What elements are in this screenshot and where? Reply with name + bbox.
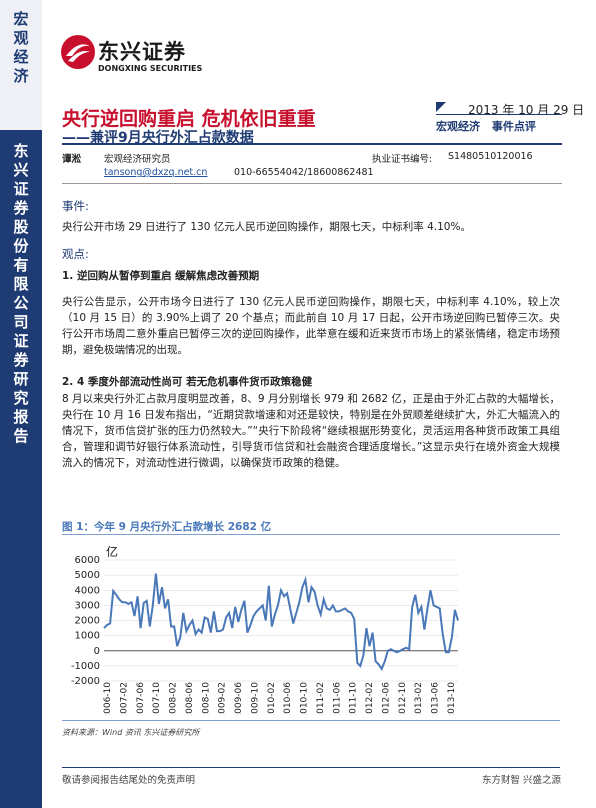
x-tick-label: 2008-10: [201, 682, 211, 715]
x-tick-label: 2008-06: [185, 682, 195, 715]
x-tick-label: 2007-06: [136, 682, 146, 715]
x-tick-label: 2012-02: [365, 682, 375, 715]
sidebar-category: 宏观经济: [0, 0, 42, 130]
x-tick-label: 2011-06: [332, 682, 342, 715]
figure-bottom-rule: [62, 720, 560, 721]
x-tick-label: 2013-06: [431, 682, 441, 715]
section-2-title: 2. 4 季度外部流动性尚可 若无危机事件货币政策稳健: [62, 376, 313, 388]
event-text: 央行公开市场 29 日进行了 130 亿元人民币逆回购操作，期限七天，中标利率 …: [62, 221, 471, 233]
figure-top-rule: [62, 534, 560, 535]
tag-type: 事件点评: [491, 120, 536, 133]
analyst-name: 谭淞: [62, 154, 82, 165]
x-tick-label: 2011-10: [349, 682, 359, 715]
y-tick-label: -1000: [71, 661, 100, 672]
y-tick-label: 2000: [75, 616, 100, 627]
x-tick-label: 2012-06: [381, 682, 391, 715]
x-tick-label: 2009-02: [218, 682, 228, 715]
section-2-text: 8 月以来央行外汇占款月度明显改善，8、9 月分别增长 979 和 2682 亿…: [62, 393, 560, 469]
y-tick-label: 3000: [75, 600, 100, 611]
x-tick-label: 2009-10: [250, 682, 260, 715]
x-tick-label: 2012-10: [398, 682, 408, 715]
footer-slogan: 东方财智 兴盛之源: [482, 775, 562, 786]
y-tick-label: 6000: [75, 555, 100, 566]
sidebar-category-label: 宏观经济: [13, 10, 29, 85]
analyst-team: 宏观经济研究员: [104, 154, 171, 165]
analyst-email-link[interactable]: tansong@dxzq.net.cn: [104, 167, 208, 178]
y-tick-label: 5000: [75, 570, 100, 581]
analyst-phone: 010-66554042/18600862481: [234, 167, 374, 178]
logo-cn-text: 东兴证券: [98, 40, 186, 64]
x-tick-label: 2007-02: [119, 682, 129, 715]
tag-category: 宏观经济: [436, 120, 480, 133]
company-logo: 东兴证券 DONGXING SECURITIES: [60, 34, 220, 84]
footer-divider: [62, 767, 560, 768]
figure-source: 资料来源：Wind 资讯 东兴证券研究所: [62, 728, 200, 737]
y-axis-label: 亿: [106, 544, 118, 559]
header-divider: [62, 143, 562, 145]
figure-title: 图 1：今年 9 月央行外汇占款增长 2682 亿: [62, 521, 272, 533]
sidebar-company-label: 东兴证券股份有限公司证券研究报告: [13, 142, 29, 445]
report-title: 央行逆回购重启 危机依旧重重: [62, 108, 316, 130]
x-tick-label: 2006-10: [103, 682, 113, 715]
x-tick-label: 2010-02: [267, 682, 277, 715]
footer-disclaimer[interactable]: 敬请参阅报告结尾处的免责声明: [62, 775, 196, 786]
date-marker-icon: [436, 102, 446, 112]
section-1-title: 1. 逆回购从暂停到重启 缓解焦虑改善预期: [62, 270, 260, 282]
y-tick-label: 1000: [75, 631, 100, 642]
y-tick-label: 0: [94, 646, 100, 657]
logo-en-text: DONGXING SECURITIES: [98, 64, 203, 73]
date-divider: [436, 114, 562, 115]
report-date: 2013 年 10 月 29 日: [468, 103, 585, 117]
report-tags: 宏观经济 事件点评: [436, 118, 544, 134]
event-heading: 事件:: [62, 199, 89, 213]
views-heading: 观点:: [62, 247, 89, 261]
sidebar: 宏观经济 东兴证券股份有限公司证券研究报告: [0, 0, 42, 808]
logo-mark-icon: [61, 35, 95, 69]
cert-number: S1480510120016: [448, 151, 533, 162]
section-1-text: 央行公告显示，公开市场今日进行了 130 亿元人民币逆回购操作，期限七天，中标利…: [62, 296, 560, 356]
info-divider: [62, 183, 562, 184]
x-tick-label: 2009-06: [234, 682, 244, 715]
x-tick-label: 2013-10: [447, 682, 457, 715]
fx-reserve-chart: -2000 -1000 0 1000 2000 3000 4000 5000 6000 2006…: [71, 544, 459, 715]
report-subtitle: ——兼评9月央行外汇占款数据: [62, 130, 254, 146]
y-tick-label: -2000: [71, 676, 100, 687]
sidebar-company: 东兴证券股份有限公司证券研究报告: [0, 130, 42, 808]
x-tick-label: 2010-10: [300, 682, 310, 715]
x-tick-label: 2008-02: [169, 682, 179, 715]
x-tick-label: 2013-02: [414, 682, 424, 715]
x-tick-label: 2007-10: [152, 682, 162, 715]
x-tick-label: 2010-06: [283, 682, 293, 715]
y-tick-label: 4000: [75, 585, 100, 596]
cert-label: 执业证书编号:: [372, 154, 433, 165]
series-line: [103, 573, 459, 672]
x-tick-label: 2011-02: [316, 682, 326, 715]
